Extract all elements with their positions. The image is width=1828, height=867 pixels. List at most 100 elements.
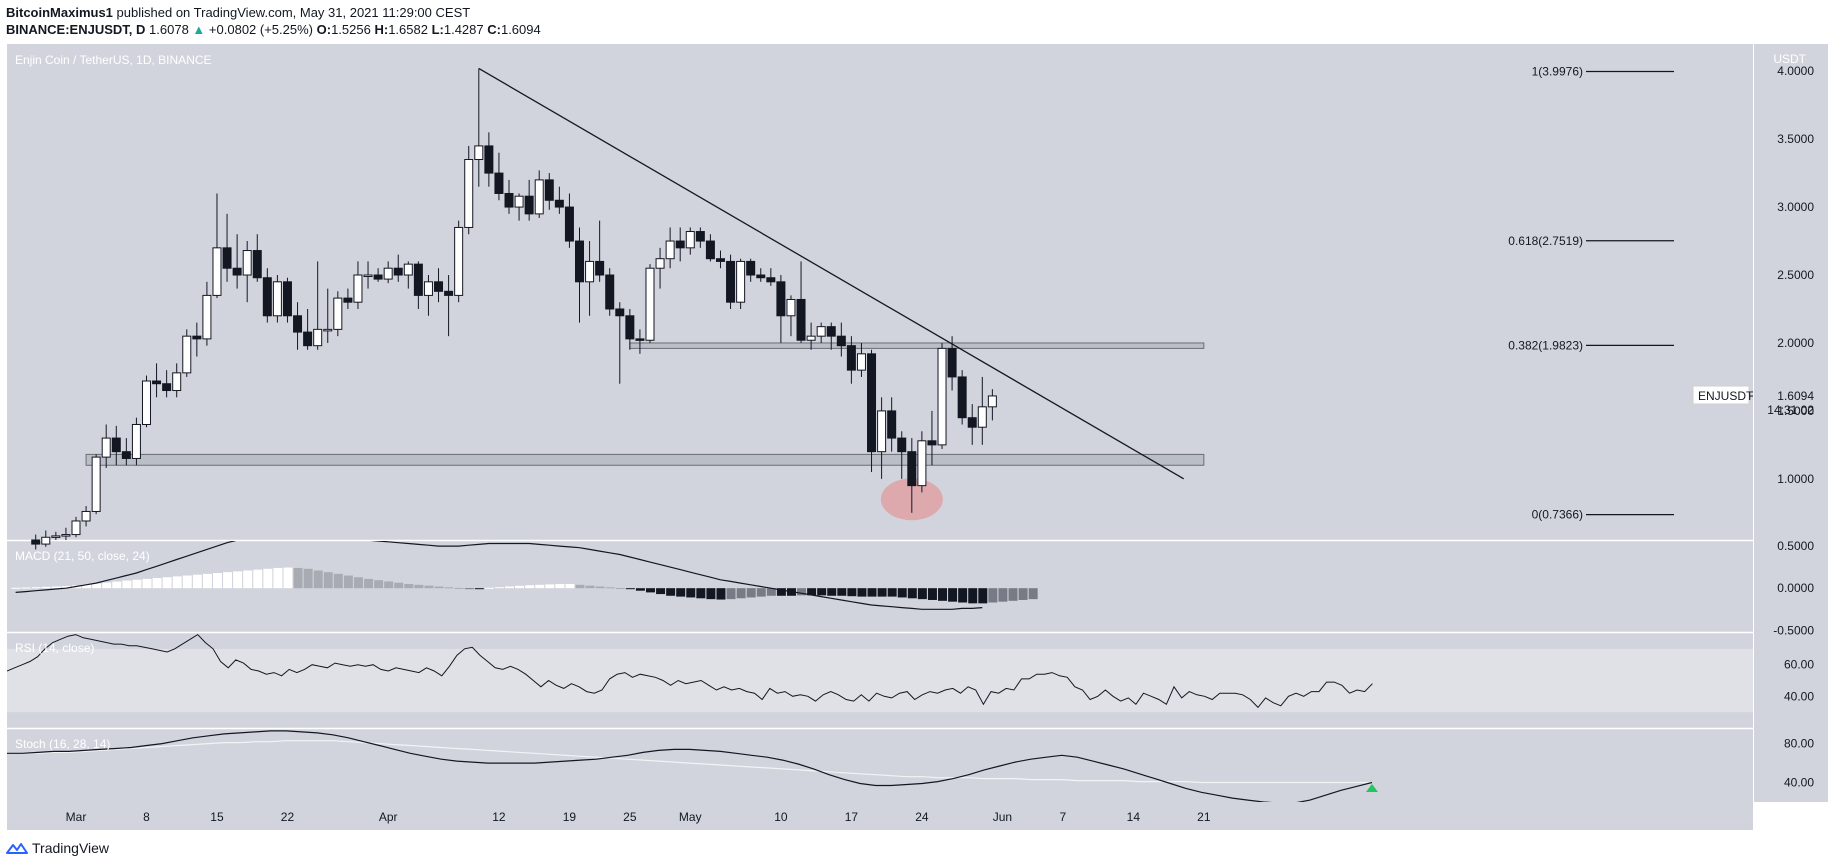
macd-histogram-bar (92, 583, 102, 589)
macd-histogram-bar (656, 588, 666, 595)
macd-histogram-bar (11, 587, 21, 589)
x-tick-label: 10 (774, 810, 788, 824)
candle-down (726, 260, 736, 303)
candle-up (71, 520, 81, 536)
candle-down (746, 260, 756, 276)
macd-histogram-bar (716, 588, 726, 600)
candle-down (413, 263, 423, 296)
candle-up (81, 510, 91, 522)
last-price: 1.6078 (149, 22, 189, 37)
candle-down (605, 274, 615, 310)
candle-up (534, 179, 544, 215)
candle-down (393, 267, 403, 276)
macd-histogram-bar (152, 578, 162, 589)
candle-up (423, 281, 433, 296)
macd-histogram-bar (867, 588, 877, 597)
candle-down (846, 345, 856, 371)
macd-histogram-bar (253, 569, 263, 589)
low-value: 1.4287 (443, 22, 484, 37)
macd-histogram-bar (857, 588, 867, 597)
macd-histogram-bar (545, 584, 555, 589)
macd-histogram-bar (353, 577, 363, 589)
candle-up (131, 423, 141, 459)
y-tick-label: 4.0000 (1777, 64, 1814, 78)
macd-histogram-bar (615, 588, 625, 590)
x-tick-label: 14 (1127, 810, 1141, 824)
candle-down (887, 410, 897, 439)
macd-histogram-bar (323, 572, 333, 589)
macd-histogram-bar (766, 588, 776, 596)
symbol-tag-box (1692, 385, 1750, 405)
macd-histogram-bar (474, 588, 484, 590)
rsi-band (7, 648, 1753, 713)
macd-histogram-bar (998, 588, 1008, 602)
candle-up (655, 258, 665, 269)
macd-line (15, 541, 983, 610)
author-name[interactable]: BitcoinMaximus1 (6, 5, 113, 20)
candle-down (293, 315, 303, 333)
x-tick-label: Apr (379, 810, 398, 824)
macd-histogram-bar (484, 587, 494, 589)
price-chart[interactable]: Enjin Coin / TetherUS, 1D, BINANCE USDT … (0, 0, 1828, 835)
publication-header: BitcoinMaximus1 published on TradingView… (6, 4, 470, 21)
close-value: 1.6094 (500, 22, 541, 37)
change-up-icon: ▲ (192, 22, 206, 37)
footer-brand[interactable]: TradingView (32, 840, 110, 856)
macd-histogram-bar (273, 567, 283, 589)
macd-tick-label: 0.5000 (1777, 539, 1814, 553)
x-tick-label: 21 (1197, 810, 1211, 824)
candle-down (373, 274, 383, 280)
macd-histogram-bar (102, 582, 112, 589)
candle-down (303, 331, 313, 347)
macd-histogram-bar (454, 587, 464, 589)
candle-down (484, 145, 494, 174)
candle-up (61, 534, 71, 537)
macd-histogram-bar (706, 588, 716, 600)
macd-histogram-bar (343, 575, 353, 589)
macd-histogram-bar (414, 584, 424, 589)
candle-down (675, 240, 685, 249)
indicator-pane-background (7, 729, 1753, 802)
rsi-tick-label: 60.00 (1784, 658, 1814, 672)
candle-up (182, 335, 192, 374)
macd-histogram-bar (31, 587, 41, 589)
macd-histogram-bar (374, 580, 384, 589)
macd-histogram-bar (676, 588, 686, 597)
tradingview-logo-icon (6, 843, 28, 854)
x-tick-label: 12 (492, 810, 506, 824)
macd-histogram-bar (61, 585, 71, 589)
x-tick-label: Mar (66, 810, 87, 824)
macd-histogram-bar (364, 578, 374, 589)
macd-label: MACD (21, 50, close, 24) (15, 549, 150, 563)
macd-histogram-bar (434, 586, 444, 589)
candle-up (917, 440, 927, 487)
macd-histogram-bar (313, 570, 323, 589)
macd-histogram-bar (736, 588, 746, 599)
open-label: O: (316, 22, 332, 37)
y-tick-label: 1.5000 (1777, 404, 1814, 418)
stoch-tick-label: 80.00 (1784, 737, 1814, 751)
macd-histogram-bar (847, 588, 857, 597)
macd-histogram-bar (938, 588, 948, 601)
fib-level-label: 0.382(1.9823) (1508, 338, 1583, 352)
macd-histogram-bar (51, 586, 61, 589)
macd-histogram-bar (605, 587, 615, 589)
macd-histogram-bar (212, 573, 222, 589)
candle-up (665, 240, 675, 260)
candle-up (272, 281, 282, 317)
countdown-timer: 14:31:02 (1767, 403, 1814, 417)
candle-up (856, 353, 866, 371)
published-text: published on TradingView.com, May 31, 20… (116, 5, 471, 20)
candle-down (615, 308, 625, 317)
candle-down (836, 335, 846, 347)
candle-up (51, 535, 61, 538)
macd-histogram-bar (162, 577, 172, 589)
macd-histogram-bar (555, 583, 565, 589)
macd-histogram-bar (132, 579, 142, 589)
macd-histogram-bar (394, 582, 404, 589)
symbol-ohlc-line: BINANCE:ENJUSDT, D 1.6078 ▲ +0.0802 (+5.… (6, 21, 541, 38)
price-axis-background (1753, 44, 1828, 802)
macd-histogram-bar (807, 588, 817, 596)
macd-histogram-bar (464, 588, 474, 590)
stoch-k-line (7, 730, 1373, 802)
